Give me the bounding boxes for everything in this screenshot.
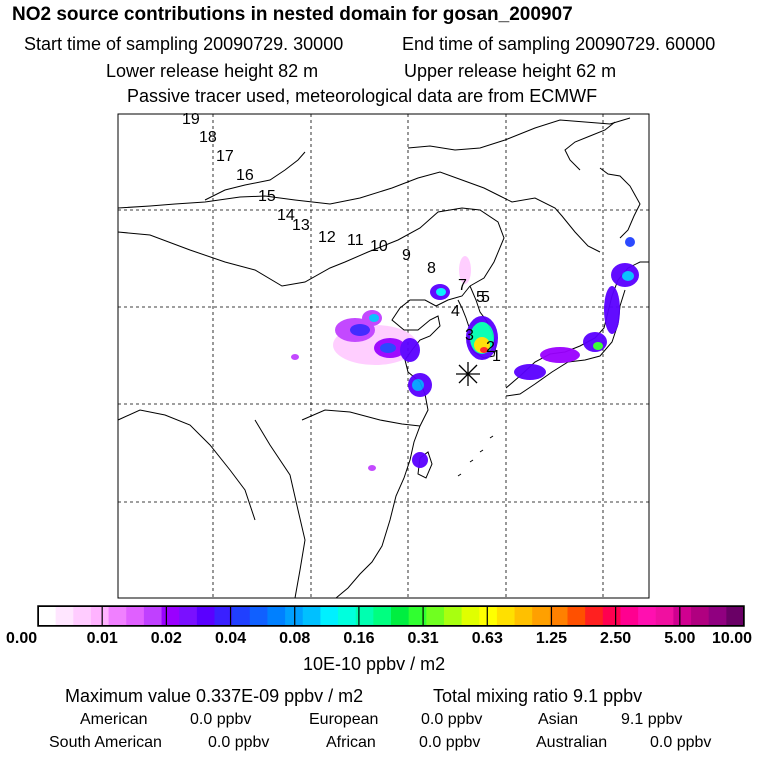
colorbar-swatch: [620, 606, 639, 626]
map-frame: [117, 113, 650, 599]
colorbar-swatch: [320, 606, 339, 626]
colorbar-swatch: [655, 606, 674, 626]
colorbar-swatch: [479, 606, 498, 626]
colorbar-swatch: [408, 606, 427, 626]
no2-plume-layer: [291, 237, 639, 471]
total-mixing-ratio: Total mixing ratio 9.1 ppbv: [433, 686, 643, 706]
traj-label: 18: [199, 129, 217, 146]
traj-label: 2: [486, 339, 495, 356]
colorbar-swatch: [232, 606, 251, 626]
traj-label: 12: [318, 229, 336, 246]
colorbar-tick-label: 0.16: [343, 630, 375, 647]
plot-title: NO2 source contributions in nested domai…: [12, 4, 573, 25]
colorbar-swatch: [461, 606, 480, 626]
colorbar-swatch: [426, 606, 445, 626]
traj-label: 1: [492, 348, 501, 365]
traj-label: 10: [370, 238, 388, 255]
traj-label: 9: [402, 247, 411, 264]
colorbar-swatch: [249, 606, 269, 626]
colorbar-tick-label: 10.00: [712, 630, 753, 647]
region-value: 0.0 ppbv: [650, 734, 712, 751]
colorbar-swatch: [443, 606, 463, 626]
colorbar-swatch: [214, 606, 233, 626]
colorbar-swatch: [585, 606, 604, 626]
colorbar-tick-label: 0.02: [150, 630, 182, 647]
traj-label: 14: [277, 207, 295, 224]
colorbar-swatch: [90, 606, 110, 626]
colorbar-swatch: [355, 606, 374, 626]
colorbar-swatch: [567, 606, 586, 626]
trajectory-labels: 19 18 17 16 15 14 13 12 11 10 9 8 7 5 5 …: [182, 111, 501, 365]
colorbar-swatch: [338, 606, 357, 626]
colorbar-tick-label: 2.50: [600, 630, 632, 647]
region-label: Australian: [536, 734, 608, 751]
colorbar-swatch: [638, 606, 657, 626]
region-label: American: [80, 711, 148, 728]
colorbar-swatch: [38, 606, 57, 626]
region-value: 0.0 ppbv: [421, 711, 483, 728]
colorbar-swatch: [726, 606, 744, 626]
region-label: European: [309, 711, 379, 728]
colorbar-swatch: [673, 606, 692, 626]
colorbar-swatch: [514, 606, 533, 626]
colorbar-swatch: [126, 606, 145, 626]
receptor-asterisk-icon: [456, 362, 480, 386]
lower-release-height: Lower release height 82 m: [106, 61, 319, 81]
colorbar-swatch: [55, 606, 74, 626]
colorbar: [38, 606, 744, 626]
colorbar-swatch: [391, 606, 410, 626]
colorbar-swatch: [691, 606, 710, 626]
traj-label: 8: [427, 260, 436, 277]
traj-label: 11: [347, 232, 364, 249]
colorbar-swatch: [708, 606, 727, 626]
upper-release-height: Upper release height 62 m: [404, 61, 617, 81]
region-label: African: [326, 734, 376, 751]
region-label: South American: [49, 734, 162, 751]
traj-label: 17: [216, 148, 234, 165]
colorbar-swatch: [143, 606, 163, 626]
traj-label: 5: [481, 289, 490, 306]
colorbar-swatch: [73, 606, 92, 626]
colorbar-tick-label: 0.04: [214, 630, 247, 647]
region-value: 0.0 ppbv: [190, 711, 252, 728]
coastlines: [117, 117, 649, 599]
colorbar-tick-label: 0.01: [86, 630, 118, 647]
colorbar-swatch: [549, 606, 569, 626]
colorbar-swatch: [179, 606, 198, 626]
colorbar-tick-label: 0.63: [471, 630, 503, 647]
maximum-value: Maximum value 0.337E-09 ppbv / m2: [65, 686, 364, 706]
colorbar-tick-label: 1.25: [535, 630, 568, 647]
traj-label: 3: [465, 327, 474, 344]
colorbar-tick-label: 0.31: [407, 630, 439, 647]
colorbar-tick-label: 0.08: [279, 630, 311, 647]
region-label: Asian: [538, 711, 579, 728]
tracer-note: Passive tracer used, meteorological data…: [127, 86, 598, 106]
colorbar-swatch: [108, 606, 127, 626]
traj-label: 19: [182, 111, 200, 128]
colorbar-units: 10E-10 ppbv / m2: [303, 654, 446, 674]
colorbar-swatch: [196, 606, 216, 626]
colorbar-tick-label: 5.00: [664, 630, 696, 647]
colorbar-swatch: [532, 606, 551, 626]
colorbar-swatch: [161, 606, 180, 626]
traj-label: 15: [258, 188, 276, 205]
start-time: Start time of sampling 20090729. 30000: [24, 34, 344, 54]
traj-label: 7: [458, 277, 467, 294]
colorbar-swatch: [602, 606, 622, 626]
colorbar-swatch: [373, 606, 392, 626]
traj-label: 16: [236, 167, 254, 184]
colorbar-tick-label: 0.00: [6, 630, 38, 647]
traj-label: 13: [292, 217, 310, 234]
colorbar-swatch: [302, 606, 321, 626]
colorbar-border: [38, 606, 744, 626]
colorbar-swatch: [267, 606, 286, 626]
region-value: 9.1 ppbv: [621, 711, 683, 728]
traj-label: 5: [476, 289, 485, 306]
end-time: End time of sampling 20090729. 60000: [402, 34, 716, 54]
colorbar-swatch: [496, 606, 516, 626]
traj-label: 4: [451, 303, 460, 320]
region-value: 0.0 ppbv: [419, 734, 481, 751]
region-value: 0.0 ppbv: [208, 734, 270, 751]
